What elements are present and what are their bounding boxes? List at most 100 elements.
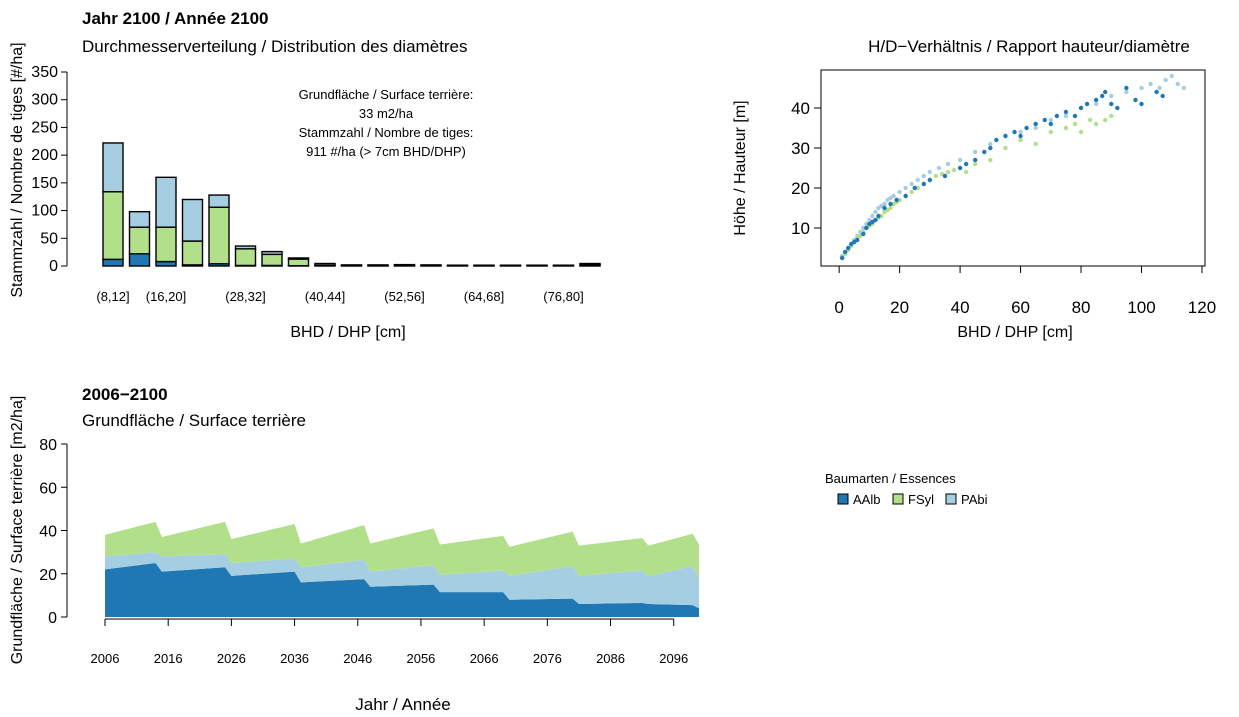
area-AAlb	[105, 562, 699, 617]
panel3-y-tick-label: 80	[39, 437, 57, 454]
point-AAlb	[1133, 97, 1138, 103]
bar-FSyl-(24,28]	[208, 206, 230, 265]
point-AAlb	[888, 201, 893, 207]
point-AAlb	[963, 161, 969, 167]
bar-FSyl-(8,12]	[102, 191, 124, 261]
panel1-x-axis-label: BHD / DHP [cm]	[290, 324, 405, 341]
point-AAlb	[882, 205, 887, 211]
point-AAlb	[912, 185, 917, 191]
point-AAlb	[1103, 89, 1108, 95]
point-PAbi	[1093, 101, 1099, 107]
panel2-y-tick-label: 10	[791, 219, 810, 238]
point-PAbi	[1157, 85, 1162, 91]
panel2-x-tick-label: 80	[1072, 298, 1091, 317]
point-FSyl	[879, 213, 884, 219]
panel1-y-axis-label: Stammzahl / Nombre de tiges [#/ha]	[9, 42, 26, 297]
point-PAbi	[861, 225, 866, 231]
point-PAbi	[1018, 129, 1023, 135]
panel3-title: 2006−2100	[82, 385, 168, 404]
panel1-x-tick-labels: (8,12] (16,20] (28,32] (40,44] (52,56] (64,68…	[96, 289, 583, 304]
panel1-x-tick-label: (64,68]	[464, 289, 504, 304]
point-PAbi	[897, 189, 902, 195]
point-FSyl	[951, 167, 957, 173]
point-AAlb	[876, 213, 881, 219]
panel3-y-tick-label: 40	[39, 524, 57, 541]
point-AAlb	[957, 165, 963, 171]
point-AAlb	[1024, 125, 1029, 131]
point-PAbi	[915, 177, 920, 183]
point-PAbi	[927, 169, 933, 175]
panel1-y-tick-label: 50	[40, 230, 58, 247]
point-AAlb	[1115, 105, 1120, 111]
point-AAlb	[903, 193, 908, 199]
point-AAlb	[973, 157, 978, 163]
point-PAbi	[1163, 77, 1168, 83]
panel1-x-tick-label: (76,80]	[543, 289, 583, 304]
panel3-x-tick-label: 2016	[154, 651, 183, 666]
bar-FSyl-(28,32]	[234, 248, 257, 267]
panel3-x-tick-label: 2086	[596, 651, 625, 666]
point-FSyl	[1003, 145, 1008, 151]
panel1-y-tick-label: 200	[31, 147, 58, 164]
panel2-x-tick-label: 100	[1127, 298, 1155, 317]
diameter-distribution-panel: Jahr 2100 / Année 2100 Durchmesservertei…	[9, 9, 601, 341]
bar-PAbi-(40,44]	[314, 262, 336, 266]
point-PAbi	[1109, 93, 1114, 99]
point-AAlb	[855, 237, 860, 243]
panel1-x-tick-label: (28,32]	[225, 289, 265, 304]
panel2-axes: 0 20 40 60 80 100 120 10 20 30 40	[791, 99, 1216, 317]
point-FSyl	[1087, 117, 1093, 123]
panel1-y-axis: 0 50 100 150 200 250 300 350	[31, 64, 68, 275]
legend-title: Baumarten / Essences	[825, 471, 956, 486]
bar-PAbi-(32,36]	[261, 250, 283, 256]
point-PAbi	[988, 141, 993, 147]
panel1-bars	[102, 142, 601, 267]
point-AAlb	[1084, 101, 1090, 107]
panel3-x-tick-label: 2036	[280, 651, 309, 666]
bar-FSyl-(16,20]	[155, 226, 177, 263]
point-AAlb	[894, 197, 899, 203]
point-PAbi	[873, 209, 878, 215]
panel2-title: H/D−Verhältnis / Rapport hauteur/diamètr…	[868, 37, 1190, 56]
legend-label-FSyl: FSyl	[908, 492, 934, 507]
panel1-y-tick-label: 150	[31, 175, 58, 192]
panel1-x-tick-label: (52,56]	[384, 289, 424, 304]
bar-AAlb-(12,16]	[128, 253, 151, 267]
panel2-y-tick-label: 40	[791, 99, 810, 118]
point-PAbi	[973, 149, 978, 155]
panel2-points	[839, 73, 1187, 261]
hd-ratio-panel: H/D−Verhältnis / Rapport hauteur/diamètr…	[732, 37, 1216, 341]
panel3-x-tick-label: 2076	[533, 651, 562, 666]
bar-FSyl-(32,36]	[261, 253, 283, 267]
bar-PAbi-(8,12]	[102, 142, 124, 193]
point-FSyl	[1018, 137, 1023, 143]
point-PAbi	[1063, 113, 1069, 119]
panel3-axes: 0 20 40 60 80 2006 2016 2026 2036 2046 2056 2066 207…	[39, 437, 688, 666]
panel3-x-tick-label: 2026	[217, 651, 246, 666]
point-FSyl	[909, 189, 914, 195]
point-AAlb	[839, 255, 845, 261]
bar-PAbi-(48,52]	[367, 264, 389, 267]
point-PAbi	[1181, 85, 1187, 91]
point-AAlb	[873, 217, 878, 223]
area-PAbi	[105, 552, 699, 609]
bar-FSyl-(20,24]	[181, 240, 204, 266]
point-FSyl	[1033, 141, 1038, 147]
point-PAbi	[936, 165, 942, 171]
point-FSyl	[1103, 117, 1108, 123]
panel1-y-tick-label: 350	[31, 64, 58, 81]
point-FSyl	[933, 173, 939, 179]
point-PAbi	[1048, 117, 1053, 123]
species-legend: Baumarten / Essences AAlb FSyl PAbi	[825, 471, 988, 507]
point-AAlb	[1093, 97, 1099, 103]
panel2-plot-box	[820, 69, 1206, 267]
point-PAbi	[1175, 81, 1180, 87]
bar-AAlb-(8,12]	[102, 258, 124, 267]
point-AAlb	[1033, 121, 1038, 127]
point-AAlb	[1018, 133, 1023, 139]
point-PAbi	[1169, 73, 1174, 79]
bar-PAbi-(28,32]	[234, 245, 257, 250]
point-AAlb	[1063, 109, 1069, 115]
panel2-x-tick-label: 40	[951, 298, 970, 317]
point-PAbi	[1033, 125, 1038, 131]
